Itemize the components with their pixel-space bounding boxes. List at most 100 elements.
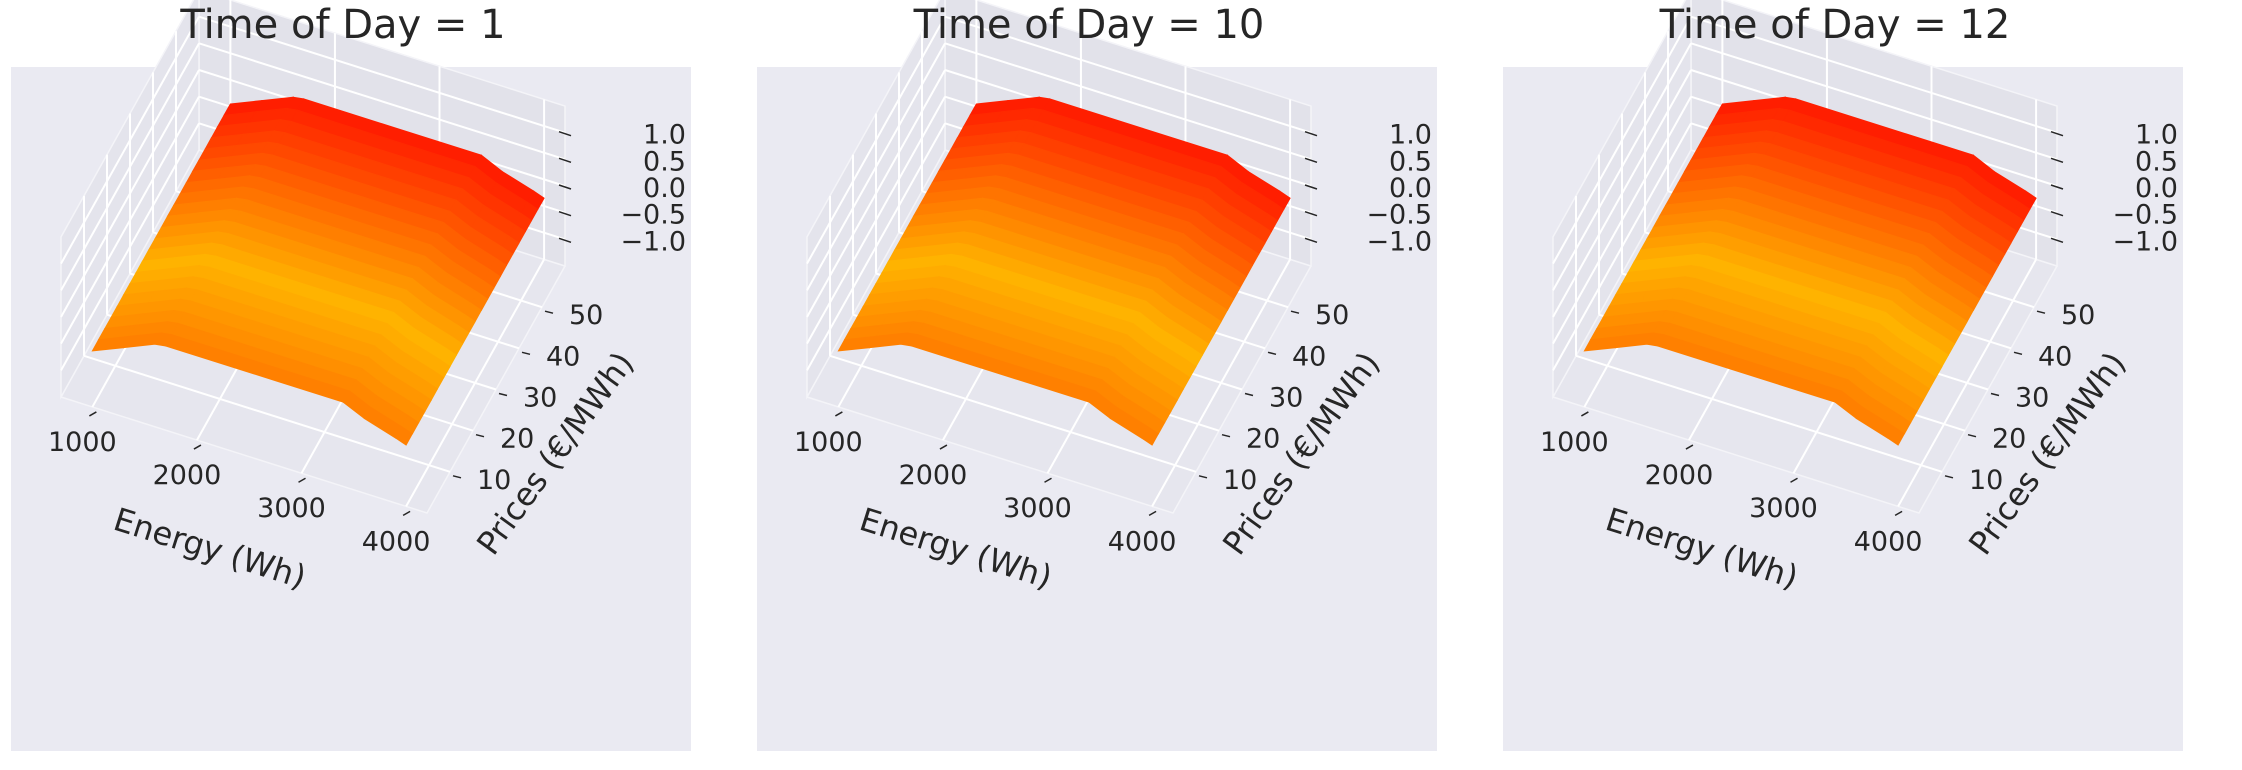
tick-label-value: 0.5 [2135, 146, 2178, 177]
tick-mark-value [558, 237, 572, 244]
surface [91, 96, 545, 446]
gridline-value [944, 15, 1312, 134]
tick-mark-value [558, 184, 572, 190]
gridline-price [1575, 354, 1943, 473]
tick-label-price: 30 [1269, 383, 1303, 414]
tick-mark-value [2050, 210, 2064, 217]
panel-title: Time of Day = 10 [913, 2, 1265, 48]
tick-mark-value [1304, 130, 1318, 137]
tick-label-energy: 2000 [1645, 460, 1714, 491]
tick-label-value: 0.5 [1389, 146, 1432, 177]
tick-mark-price [1967, 433, 1977, 438]
tick-mark-value [2050, 157, 2064, 164]
tick-mark-price [1221, 433, 1231, 438]
surface-facet [1140, 426, 1159, 446]
tick-label-energy: 4000 [1108, 526, 1177, 557]
tick-label-energy: 1000 [48, 427, 117, 458]
tick-label-value: 0.5 [643, 146, 686, 177]
tick-label-price: 40 [2038, 341, 2072, 372]
tick-mark-value [2050, 184, 2064, 190]
tick-mark-price [452, 475, 462, 479]
tick-mark-energy [834, 411, 843, 417]
panel-2: 1000 2000 3000 4000 10 20 30 40 50 1.00.50.0−0.5−… [757, 0, 1437, 751]
tick-label-price: 30 [523, 383, 557, 414]
tick-mark-price [521, 351, 531, 356]
tick-mark-price [1990, 392, 2000, 397]
gridline-value [1552, 122, 1692, 371]
panel-3: 1000 2000 3000 4000 10 20 30 40 50 1.00.50.0−0.5−… [1503, 0, 2183, 751]
gridline-value [60, 42, 200, 291]
tick-label-price: 20 [1246, 424, 1280, 455]
tick-label-energy: 4000 [362, 526, 431, 557]
surface-facet [1886, 426, 1905, 446]
tick-mark-energy [1580, 411, 1589, 417]
tick-mark-energy [193, 444, 202, 450]
gridline-price [83, 354, 451, 473]
tick-mark-value [2050, 130, 2064, 137]
tick-mark-price [1944, 475, 1954, 479]
gridline-value [198, 15, 566, 134]
tick-mark-value [1304, 237, 1318, 244]
tick-label-value: −1.0 [2112, 226, 2178, 257]
gridline-value [1552, 69, 1692, 318]
tick-label-price: 20 [1992, 424, 2026, 455]
tick-mark-energy [1044, 477, 1052, 483]
tick-label-price: 10 [477, 465, 511, 496]
gridline-value [806, 96, 946, 345]
tick-label-energy: 3000 [1749, 493, 1818, 524]
panel-title: Time of Day = 12 [1659, 2, 2011, 48]
tick-label-energy: 2000 [153, 460, 222, 491]
gridline-value [806, 69, 946, 318]
gridline-value [944, 42, 1312, 161]
tick-mark-price [544, 310, 554, 314]
tick-label-value: 0.0 [1389, 173, 1432, 204]
tick-label-energy: 1000 [794, 427, 863, 458]
tick-label-energy: 4000 [1854, 526, 1923, 557]
gridline-value [60, 96, 200, 345]
gridline-value [60, 16, 200, 265]
tick-mark-price [498, 392, 508, 397]
gridline-value [1552, 42, 1692, 291]
tick-mark-value [1304, 210, 1318, 217]
tick-mark-value [558, 157, 572, 164]
tick-label-price: 10 [1223, 465, 1257, 496]
tick-mark-price [1290, 310, 1300, 314]
tick-mark-price [2036, 310, 2046, 314]
tick-mark-value [558, 130, 572, 137]
gridline-value [806, 42, 946, 291]
tick-label-price: 50 [569, 300, 603, 331]
tick-label-value: 0.0 [2135, 173, 2178, 204]
gridline-price [829, 354, 1197, 473]
tick-mark-energy [402, 510, 411, 517]
gridline-value [806, 122, 946, 371]
tick-mark-value [2050, 237, 2064, 244]
tick-label-price: 30 [2015, 383, 2049, 414]
tick-label-price: 10 [1969, 465, 2003, 496]
tick-mark-price [1198, 475, 1208, 479]
tick-mark-energy [88, 411, 97, 417]
surface [837, 96, 1291, 446]
tick-label-value: −0.5 [2112, 200, 2178, 231]
tick-label-price: 50 [1315, 300, 1349, 331]
tick-label-price: 40 [1292, 341, 1326, 372]
gridline-value [1690, 15, 2058, 134]
tick-mark-price [1244, 392, 1254, 397]
surface [1583, 96, 2037, 446]
tick-mark-energy [939, 444, 948, 450]
tick-mark-energy [1894, 510, 1903, 517]
gridline-value [198, 42, 566, 161]
tick-label-energy: 3000 [1003, 493, 1072, 524]
tick-label-value: 0.0 [643, 173, 686, 204]
tick-mark-price [1267, 351, 1277, 356]
surface-facet [394, 426, 413, 446]
tick-label-value: −0.5 [1366, 200, 1432, 231]
tick-mark-energy [1790, 477, 1798, 483]
tick-label-price: 50 [2061, 300, 2095, 331]
tick-label-value: −1.0 [1366, 226, 1432, 257]
gridline-value [1552, 96, 1692, 345]
tick-mark-energy [1148, 510, 1157, 517]
gridline-value [1690, 42, 2058, 161]
gridline-value [60, 69, 200, 318]
tick-mark-value [1304, 184, 1318, 190]
